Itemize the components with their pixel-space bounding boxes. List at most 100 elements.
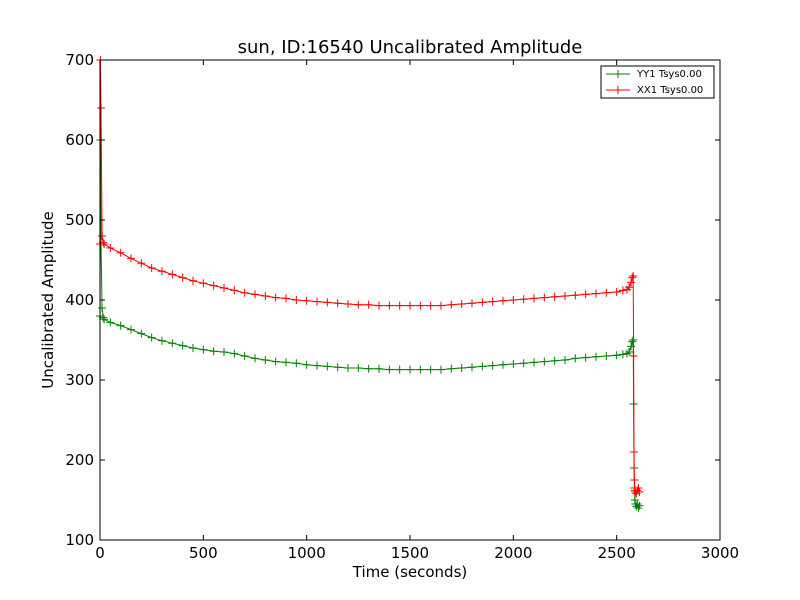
data-point xyxy=(627,278,636,287)
data-point xyxy=(499,360,507,369)
x-tick-label: 3000 xyxy=(701,544,739,562)
data-point xyxy=(416,301,425,310)
data-point xyxy=(100,240,109,248)
data-point xyxy=(550,356,559,365)
data-point xyxy=(189,276,197,285)
y-axis-title: Uncalibrated Amplitude xyxy=(39,211,57,388)
data-point xyxy=(323,298,332,307)
data-point xyxy=(209,347,218,356)
data-point xyxy=(364,364,373,373)
data-point xyxy=(251,290,259,299)
data-point xyxy=(271,357,280,366)
data-point xyxy=(550,292,559,301)
data-point xyxy=(137,329,146,338)
data-point xyxy=(633,500,642,508)
data-point xyxy=(592,352,600,361)
data-point xyxy=(581,290,590,299)
data-point xyxy=(137,259,146,268)
data-point xyxy=(220,348,228,356)
data-point xyxy=(230,349,239,358)
data-point xyxy=(261,292,270,300)
data-point xyxy=(158,336,166,345)
data-point xyxy=(625,283,634,292)
data-point xyxy=(98,232,107,240)
data-point xyxy=(313,361,321,370)
data-point xyxy=(271,293,280,302)
data-point xyxy=(354,300,363,309)
data-point xyxy=(630,476,639,484)
data-point xyxy=(635,501,644,510)
data-point xyxy=(437,301,445,310)
data-point xyxy=(292,296,301,304)
data-point xyxy=(333,299,342,308)
data-point xyxy=(623,349,631,358)
y-tick-label: 100 xyxy=(65,531,94,549)
data-point xyxy=(344,364,352,372)
data-point xyxy=(199,279,208,288)
data-point xyxy=(612,351,621,360)
data-point xyxy=(127,254,135,263)
data-point xyxy=(571,291,580,300)
data-point xyxy=(240,288,249,297)
data-point xyxy=(106,244,115,252)
data-point xyxy=(634,484,643,492)
data-point xyxy=(406,365,414,374)
data-point xyxy=(602,352,611,360)
data-point xyxy=(302,296,311,305)
data-point xyxy=(488,297,497,306)
data-point xyxy=(209,281,218,290)
data-point xyxy=(313,297,321,306)
data-point xyxy=(302,360,311,369)
data-point xyxy=(168,339,177,348)
y-tick-label: 500 xyxy=(65,211,94,229)
data-point xyxy=(282,294,290,303)
data-point xyxy=(395,301,404,310)
data-point xyxy=(630,448,639,456)
data-point xyxy=(478,298,487,307)
data-point xyxy=(147,264,156,272)
y-tick-label: 200 xyxy=(65,451,94,469)
data-point xyxy=(158,267,166,276)
data-point xyxy=(618,350,627,359)
chart-title: sun, ID:16540 Uncalibrated Amplitude xyxy=(238,37,583,58)
data-point xyxy=(468,363,476,372)
y-tick-label: 300 xyxy=(65,371,94,389)
series-0 xyxy=(96,136,644,512)
data-point xyxy=(602,288,611,297)
tick-layer: 0 500 1000 1500 2000 2500 3000 100 200 300 400 500 6… xyxy=(65,51,739,562)
data-point xyxy=(385,365,394,374)
data-point xyxy=(581,353,590,362)
legend: YY1 Tsys0.00 XX1 Tsys0.00 xyxy=(600,65,715,99)
data-point xyxy=(437,365,445,374)
data-point xyxy=(251,354,259,363)
data-point xyxy=(561,292,569,300)
data-point xyxy=(323,362,332,371)
data-point xyxy=(282,358,290,367)
data-point xyxy=(98,304,107,312)
data-point xyxy=(240,352,249,360)
x-tick-label: 2500 xyxy=(598,544,636,562)
data-point xyxy=(612,288,621,296)
legend-label-yy1: YY1 Tsys0.00 xyxy=(636,69,702,80)
data-point xyxy=(385,301,394,310)
data-point xyxy=(488,361,497,370)
data-point xyxy=(571,354,580,363)
data-point xyxy=(199,345,208,354)
data-point xyxy=(561,356,569,364)
data-point xyxy=(628,273,637,282)
data-point xyxy=(519,295,528,304)
data-point xyxy=(333,363,342,372)
legend-label-xx1: XX1 Tsys0.00 xyxy=(637,85,703,96)
data-point xyxy=(447,364,456,373)
data-point xyxy=(530,294,538,303)
data-point xyxy=(426,301,435,310)
data-point xyxy=(127,325,135,334)
x-tick-label: 2000 xyxy=(494,544,532,562)
data-point xyxy=(416,365,425,374)
data-point xyxy=(478,362,487,371)
data-point xyxy=(261,356,270,364)
data-point xyxy=(635,488,644,496)
data-point xyxy=(457,364,466,372)
data-point xyxy=(354,364,363,372)
